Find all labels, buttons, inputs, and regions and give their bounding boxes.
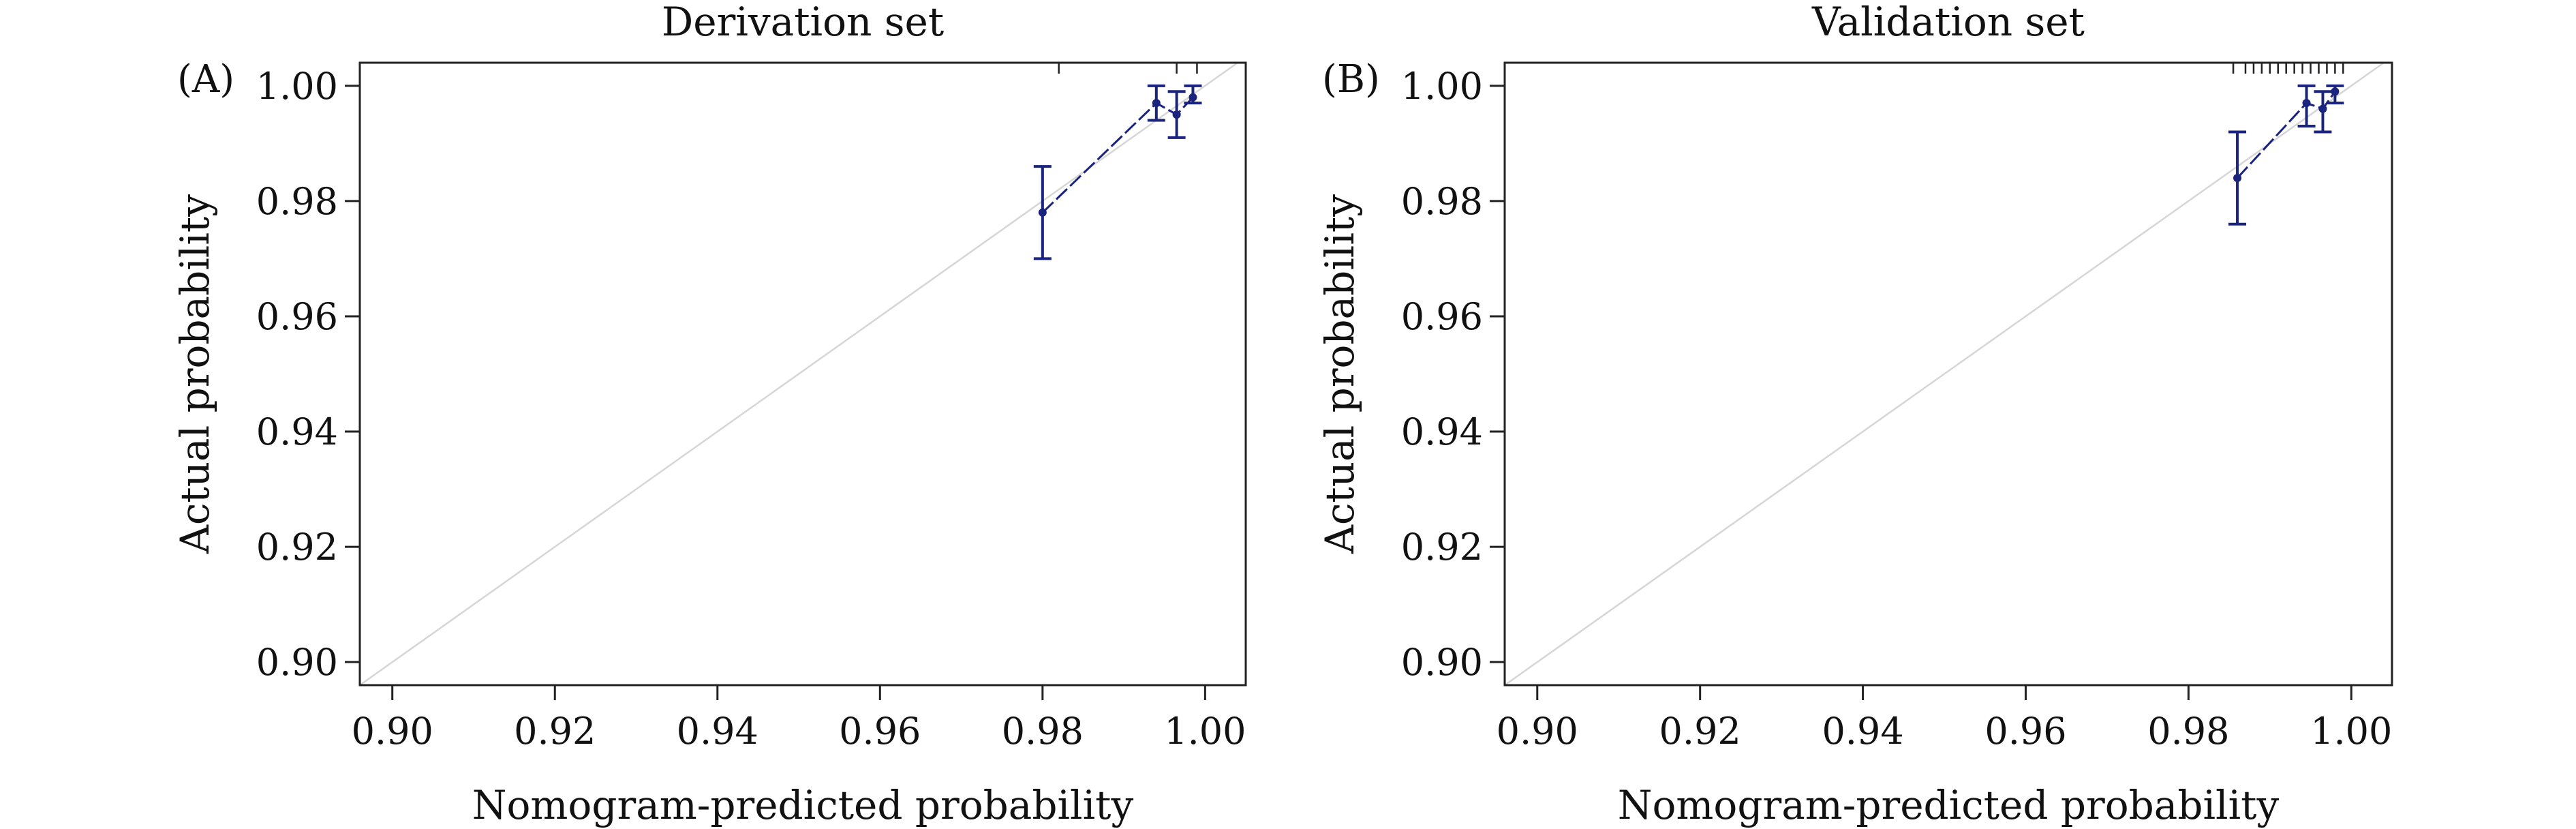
y-tick-label: 0.92 <box>1401 526 1483 569</box>
x-tick-label: 0.90 <box>352 710 433 753</box>
reference-diagonal <box>1505 63 2384 685</box>
x-axis-title: Nomogram-predicted probability <box>1618 782 2280 828</box>
panel-label: (B) <box>1322 57 1380 102</box>
x-tick-label: 0.94 <box>1822 710 1903 753</box>
data-point <box>2331 87 2339 95</box>
y-tick-label: 0.94 <box>1401 410 1483 453</box>
reference-diagonal <box>360 63 1238 685</box>
data-point <box>1039 209 1047 217</box>
y-tick-label: 0.90 <box>1401 641 1483 684</box>
x-tick-label: 0.90 <box>1497 710 1578 753</box>
x-tick-label: 0.96 <box>1984 710 2066 753</box>
data-point <box>2318 105 2327 113</box>
data-point <box>1152 99 1161 107</box>
panel-title: Derivation set <box>662 0 944 45</box>
panel-label: (A) <box>177 57 234 102</box>
y-tick-label: 0.96 <box>1401 295 1483 338</box>
data-point <box>1173 110 1181 119</box>
calibration-line <box>2237 91 2335 178</box>
y-tick-label: 1.00 <box>256 65 338 108</box>
x-tick-label: 1.00 <box>1164 710 1246 753</box>
x-tick-label: 0.92 <box>1659 710 1741 753</box>
calibration-figure: 0.90 0.92 0.94 0.96 0.98 1.00 0.90 0.92 0.94 0.96… <box>0 0 2576 829</box>
data-point <box>1189 93 1197 102</box>
y-tick-label: 0.96 <box>256 295 338 338</box>
data-point <box>2303 99 2311 107</box>
y-tick-label: 0.98 <box>1401 180 1483 223</box>
data-point <box>2233 174 2241 182</box>
y-tick-label: 0.94 <box>256 410 338 453</box>
calibration-line <box>1043 97 1193 213</box>
x-tick-label: 0.96 <box>839 710 921 753</box>
panel-title: Validation set <box>1811 0 2085 45</box>
x-tick-label: 0.98 <box>1002 710 1084 753</box>
y-axis-title: Actual probability <box>172 194 218 554</box>
x-tick-label: 0.98 <box>2147 710 2229 753</box>
panel-validation: 0.90 0.92 0.94 0.96 0.98 1.00 0.90 0.92 0.94 0.96… <box>1317 0 2392 828</box>
x-tick-label: 1.00 <box>2310 710 2392 753</box>
x-tick-label: 0.92 <box>514 710 596 753</box>
y-tick-label: 0.98 <box>256 180 338 223</box>
x-tick-label: 0.94 <box>677 710 758 753</box>
y-axis-title: Actual probability <box>1317 194 1363 554</box>
y-tick-label: 0.90 <box>256 641 338 684</box>
x-axis-title: Nomogram-predicted probability <box>472 782 1134 828</box>
y-tick-label: 0.92 <box>256 526 338 569</box>
panel-derivation: 0.90 0.92 0.94 0.96 0.98 1.00 0.90 0.92 0.94 0.96… <box>172 0 1246 828</box>
y-tick-label: 1.00 <box>1401 65 1483 108</box>
